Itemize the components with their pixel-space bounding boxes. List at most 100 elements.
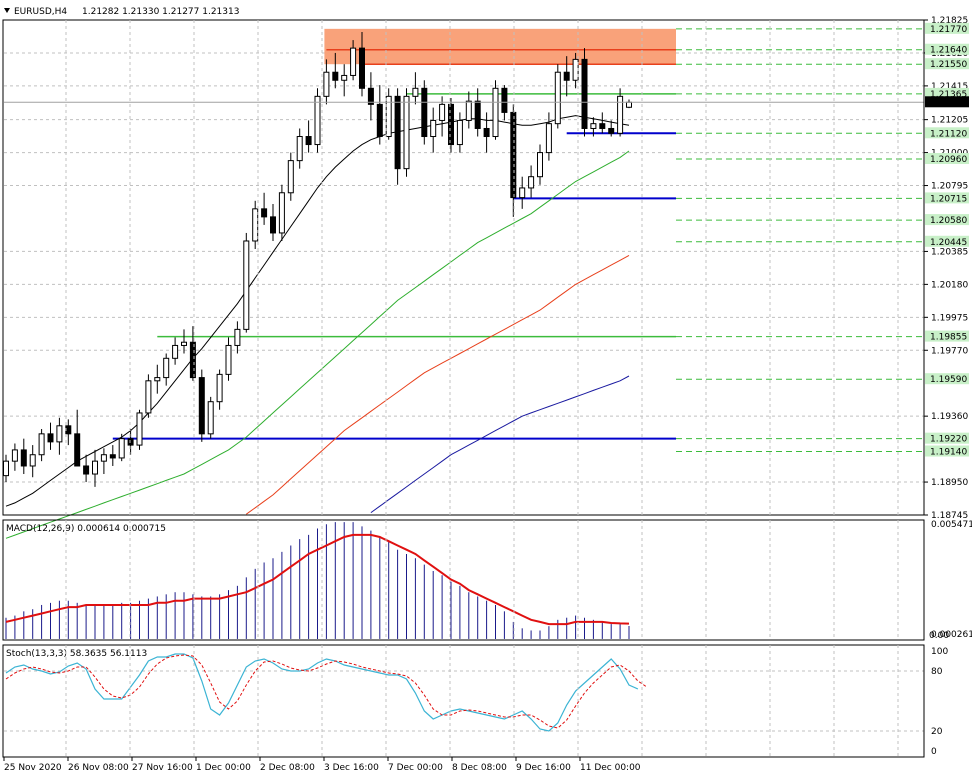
candle[interactable] — [430, 107, 437, 153]
candle[interactable] — [198, 369, 205, 442]
candle[interactable] — [181, 329, 187, 354]
candle[interactable] — [350, 40, 357, 81]
candle-body — [38, 433, 45, 456]
candle[interactable] — [11, 443, 18, 471]
candle[interactable] — [581, 48, 588, 137]
candle[interactable] — [403, 88, 410, 177]
y-tick-label: 1.19975 — [931, 313, 968, 323]
candle-body — [323, 71, 330, 97]
candle[interactable] — [296, 128, 303, 169]
candle-body — [207, 401, 214, 435]
candle[interactable] — [537, 144, 543, 185]
candle[interactable] — [599, 112, 606, 134]
candle[interactable] — [154, 364, 161, 394]
candle[interactable] — [483, 112, 490, 153]
candle[interactable] — [519, 176, 526, 209]
candle-body — [537, 152, 543, 178]
stoch-pane[interactable]: Stoch(13,3,3) 58.3635 56.1113 100 80 20 0 — [4, 647, 948, 757]
candle-body — [127, 438, 134, 446]
candle-body — [501, 87, 508, 113]
candle-body — [528, 176, 535, 189]
candle[interactable] — [29, 445, 36, 478]
candle[interactable] — [554, 64, 561, 129]
resistance-zone — [324, 28, 676, 65]
candle[interactable] — [38, 429, 45, 462]
candle[interactable] — [189, 326, 196, 381]
candle[interactable] — [225, 337, 232, 381]
candle[interactable] — [234, 321, 241, 354]
candle-body — [359, 47, 365, 89]
candle[interactable] — [323, 59, 330, 105]
candle-body — [439, 103, 446, 121]
candle[interactable] — [118, 433, 125, 462]
y-tick-label: 1.18745 — [931, 511, 968, 521]
candle[interactable] — [278, 184, 285, 241]
price-level-label: 1.19220 — [930, 435, 967, 445]
price-pane[interactable]: 1.218251.216201.214151.212051.210001.207… — [3, 16, 970, 539]
candle-body — [56, 425, 63, 443]
candle-body — [3, 460, 9, 477]
candle-body — [554, 71, 561, 125]
candle[interactable] — [545, 112, 552, 161]
candle[interactable] — [448, 97, 454, 153]
candle[interactable] — [608, 120, 615, 137]
candle[interactable] — [359, 32, 365, 97]
moving-average-red — [246, 254, 630, 515]
candle[interactable] — [127, 429, 134, 455]
candle[interactable] — [83, 454, 90, 483]
candle[interactable] — [421, 80, 428, 145]
candle[interactable] — [367, 72, 374, 121]
candle[interactable] — [216, 369, 223, 410]
candle[interactable] — [243, 232, 250, 333]
candle[interactable] — [376, 85, 383, 145]
x-tick-label: 9 Dec 16:00 — [516, 763, 571, 773]
candle-body — [74, 433, 81, 467]
candle[interactable] — [56, 417, 63, 455]
candle[interactable] — [305, 120, 312, 153]
candle[interactable] — [617, 88, 624, 137]
candle-body — [243, 240, 250, 330]
candle[interactable] — [47, 422, 54, 450]
candle[interactable] — [528, 165, 535, 198]
candle[interactable] — [492, 80, 499, 140]
candle[interactable] — [136, 409, 143, 450]
candle[interactable] — [394, 88, 401, 185]
moving-average-black — [5, 115, 630, 507]
candle[interactable] — [439, 96, 446, 137]
candle[interactable] — [385, 88, 392, 140]
candle[interactable] — [590, 117, 597, 137]
candle-body — [626, 101, 632, 108]
candle[interactable] — [207, 396, 214, 439]
candle[interactable] — [563, 56, 570, 97]
candle[interactable] — [412, 72, 419, 105]
macd-pane[interactable]: MACD(12,26,9) 0.000614 0.000715 0.005471 0… — [5, 520, 972, 641]
candle[interactable] — [261, 192, 268, 225]
candle[interactable] — [456, 112, 463, 153]
candle[interactable] — [341, 64, 348, 97]
candle[interactable] — [145, 374, 152, 418]
candle[interactable] — [172, 337, 179, 365]
candle[interactable] — [332, 52, 339, 89]
candle[interactable] — [100, 448, 107, 475]
candle-body — [65, 425, 72, 435]
candle[interactable] — [109, 445, 116, 466]
candle[interactable] — [510, 104, 517, 217]
dropdown-triangle-icon[interactable] — [4, 8, 10, 13]
stoch-title: Stoch(13,3,3) 58.3635 56.1113 — [6, 649, 147, 659]
candle[interactable] — [270, 204, 276, 241]
x-tick-label: 7 Dec 00:00 — [388, 763, 443, 773]
candle[interactable] — [163, 353, 170, 386]
candle-body — [448, 103, 454, 146]
candle[interactable] — [92, 449, 98, 487]
candle-body — [599, 123, 606, 129]
candle[interactable] — [474, 88, 481, 137]
y-tick-label: 1.21825 — [931, 16, 968, 26]
candle[interactable] — [20, 438, 27, 475]
candle[interactable] — [287, 152, 294, 201]
price-level-label: 1.21640 — [930, 46, 967, 56]
candle-body — [341, 74, 348, 81]
candle[interactable] — [314, 88, 321, 153]
candle[interactable] — [465, 91, 472, 129]
candle[interactable] — [74, 409, 81, 467]
